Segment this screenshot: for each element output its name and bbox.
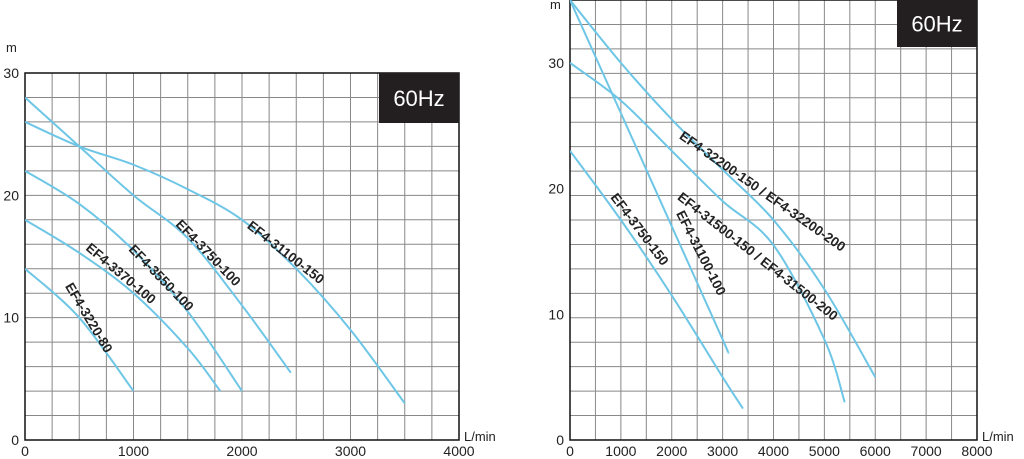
plot-frame [24, 72, 460, 441]
x-tick-label: 3000 [335, 443, 366, 459]
x-axis-unit: L/min [982, 429, 1014, 444]
series-line-2 [25, 218, 222, 392]
chart-2: 60Hz 0 1000 2000 3000 4000 5000 6000 7000 8000 0 10… [548, 0, 1014, 459]
grid [25, 73, 459, 440]
y-tick-label: 20 [3, 187, 19, 203]
x-tick-label: 4000 [758, 443, 789, 459]
plot-frame [569, 0, 978, 441]
y-axis-unit: m [550, 0, 561, 12]
badge-background [897, 0, 977, 47]
badge-label: 60Hz [393, 86, 444, 111]
x-tick-label: 1000 [605, 443, 636, 459]
series-line-4 [570, 0, 877, 378]
x-axis-unit: L/min [464, 429, 496, 444]
y-tick-label: 20 [548, 181, 564, 197]
x-tick-label: 7000 [911, 443, 942, 459]
grid [570, 0, 977, 440]
frequency-badge: 60Hz [897, 0, 977, 47]
x-tick-label: 0 [566, 443, 574, 459]
series-line-1 [570, 150, 744, 410]
x-tick-label: 0 [21, 443, 29, 459]
x-tick-label: 3000 [707, 443, 738, 459]
series-label-4: EF4-3750-100 [173, 217, 244, 290]
y-tick-label: 10 [3, 310, 19, 326]
series-line-5 [25, 121, 406, 404]
series-line-3 [25, 170, 243, 392]
series-label-1: EF4-3750-150 [608, 190, 672, 268]
curves [25, 96, 406, 404]
series-line-4 [25, 96, 292, 374]
series-line-3 [570, 62, 846, 403]
x-tick-label: 4000 [443, 443, 474, 459]
badge-label: 60Hz [911, 12, 962, 37]
series-line-1 [25, 267, 135, 392]
y-axis-unit: m [6, 40, 17, 55]
x-tick-label: 8000 [961, 443, 992, 459]
frequency-badge: 60Hz [379, 73, 459, 123]
x-tick-label: 1000 [118, 443, 149, 459]
badge-background [379, 73, 459, 123]
x-tick-label: 5000 [809, 443, 840, 459]
y-tick-label: 10 [548, 306, 564, 322]
y-tick-label: 30 [3, 65, 19, 81]
series-line-2 [570, 0, 730, 354]
series-label-5: EF4-31100-150 [244, 218, 327, 287]
x-tick-label: 6000 [860, 443, 891, 459]
y-tick-label: 0 [11, 432, 19, 448]
x-tick-label: 2000 [656, 443, 687, 459]
y-tick-label: 0 [556, 432, 564, 448]
curves [570, 0, 877, 410]
y-tick-label: 30 [548, 55, 564, 71]
x-tick-label: 2000 [226, 443, 257, 459]
